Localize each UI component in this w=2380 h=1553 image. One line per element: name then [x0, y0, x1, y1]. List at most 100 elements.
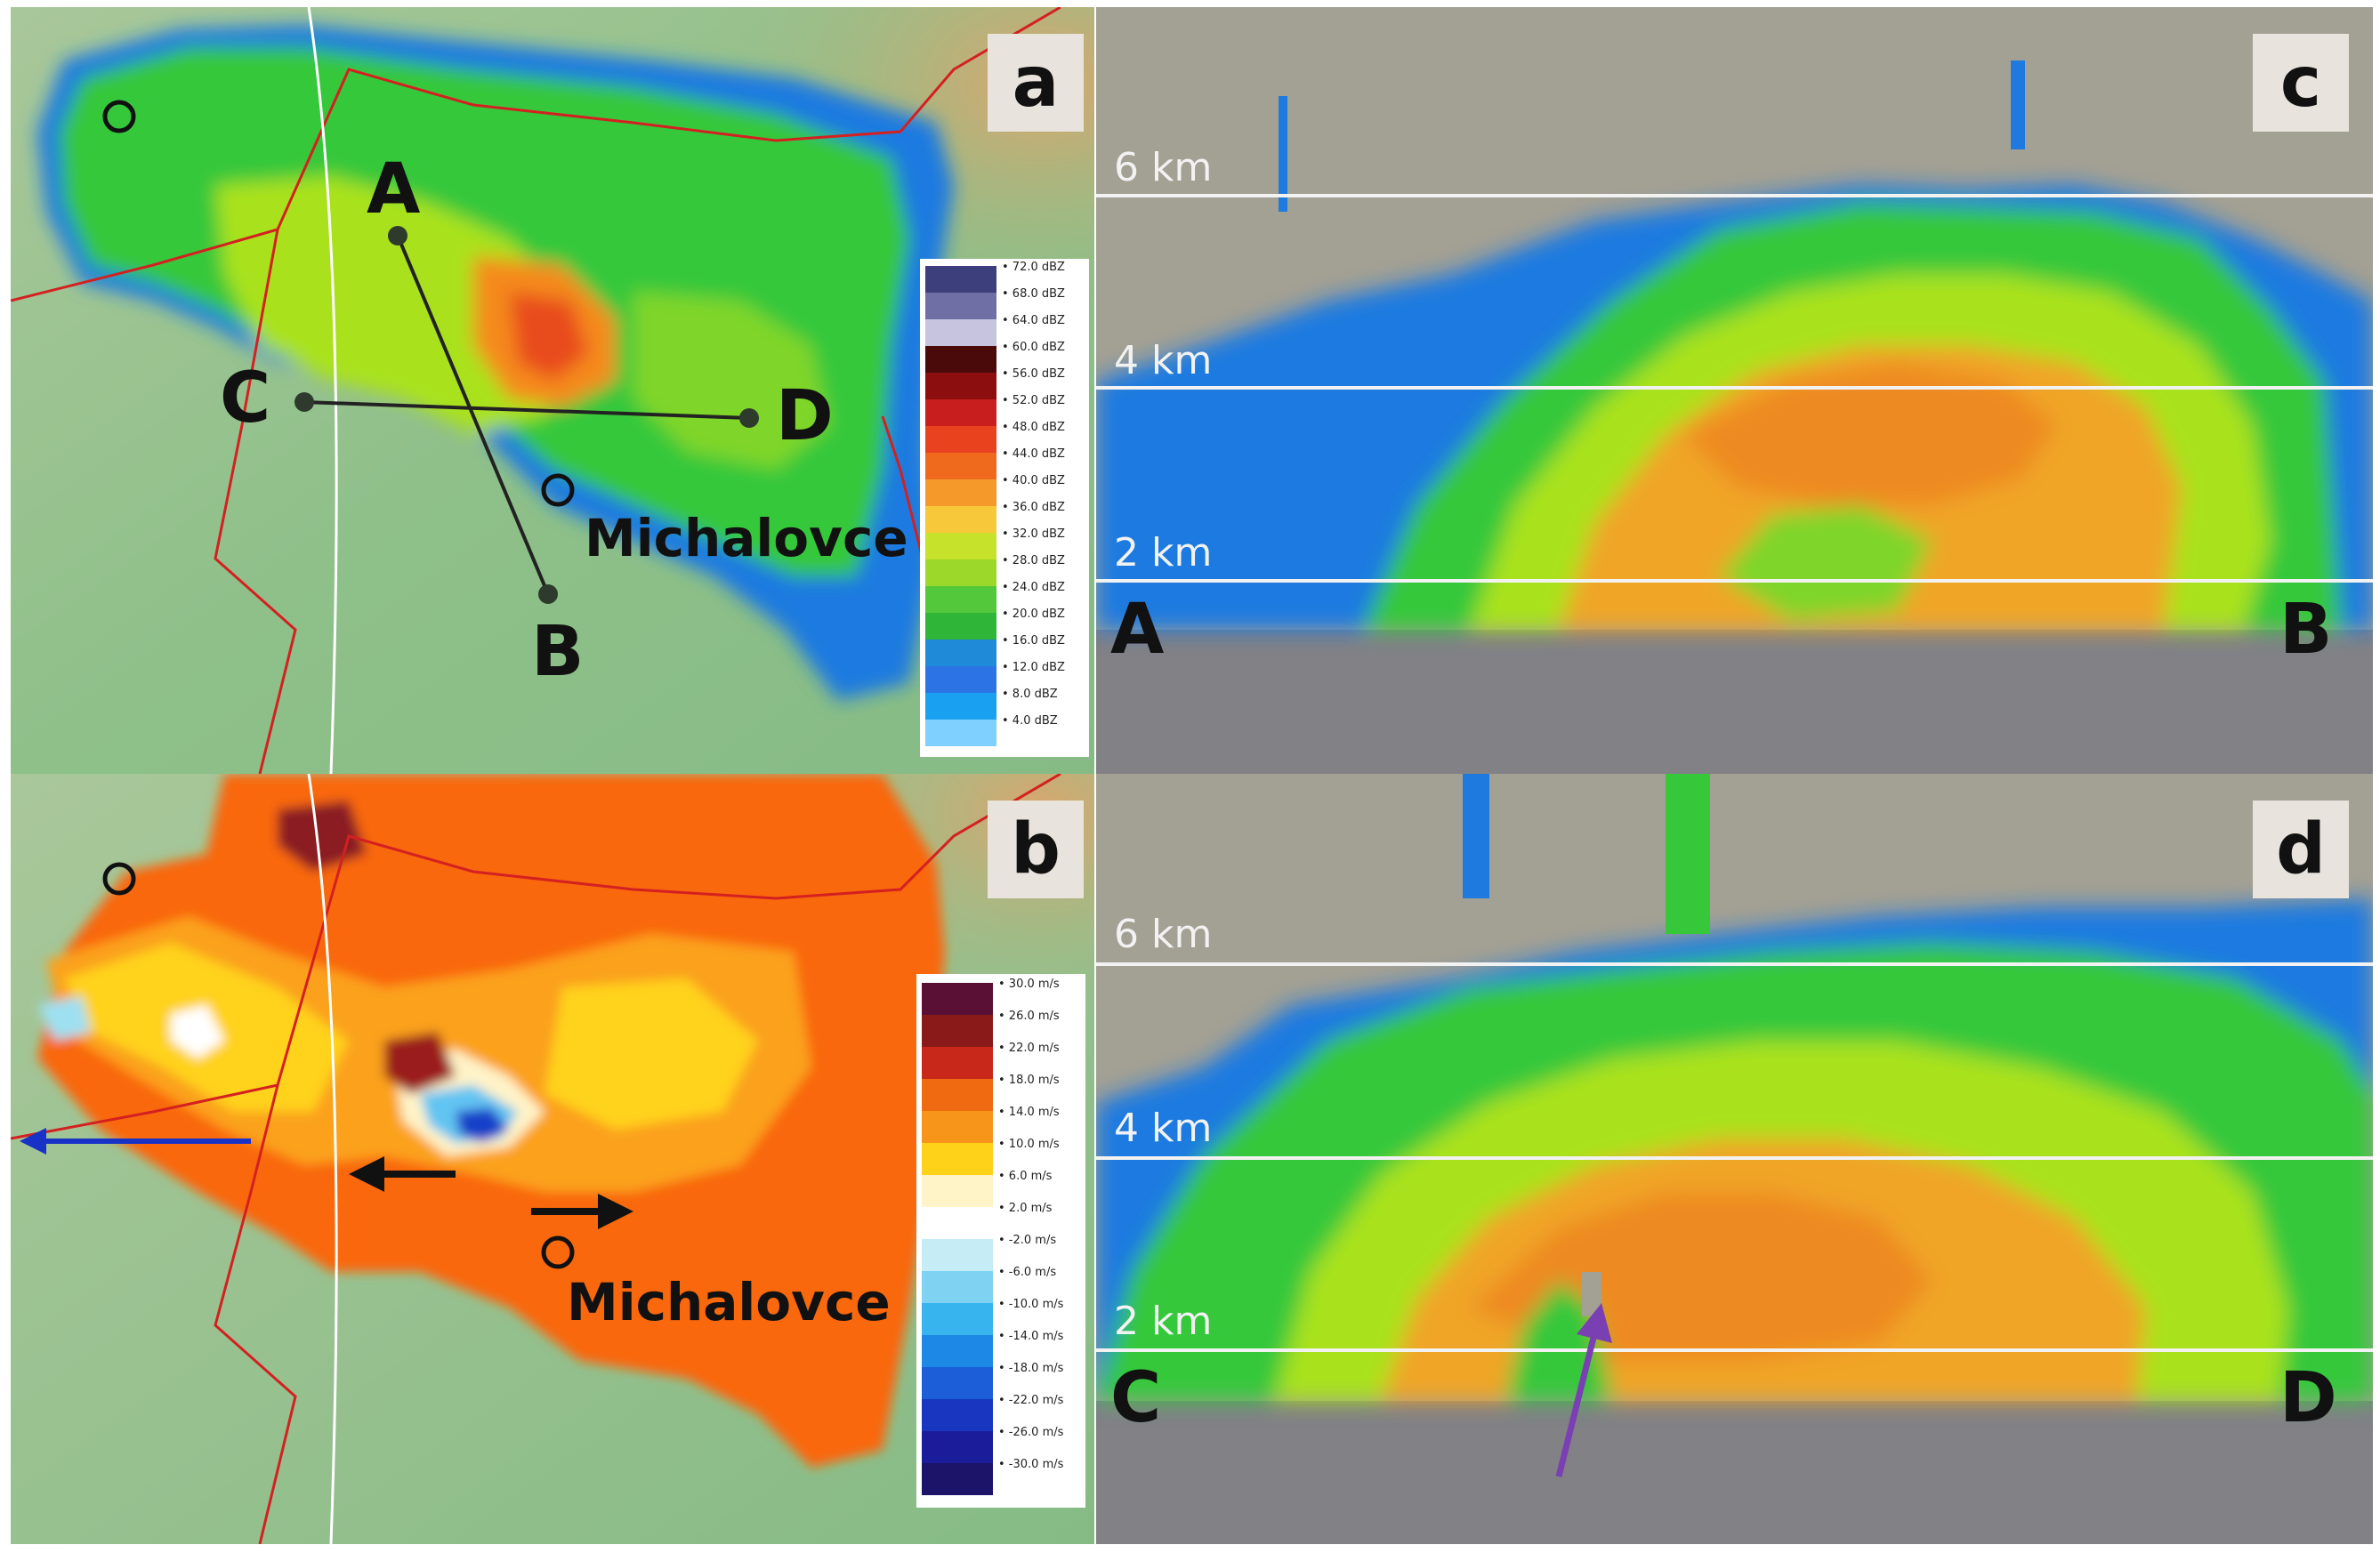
colorbar-tick-label: • 18.0 m/s — [998, 1074, 1060, 1087]
colorbar-tick-label: • 20.0 dBZ — [1002, 608, 1065, 621]
height-label-6km: 6 km — [1114, 912, 1213, 957]
height-label-4km: 4 km — [1114, 338, 1213, 383]
point-b-marker — [538, 584, 558, 604]
colorbar-tick-label: • 48.0 dBZ — [1002, 421, 1065, 434]
point-d-marker — [739, 408, 759, 428]
panel-b-label: b — [1011, 809, 1061, 889]
reflectivity-map-graphic: • 72.0 dBZ • 68.0 dBZ • 64.0 dBZ • 60.0 dBZ… — [11, 7, 1094, 774]
panel-a-reflectivity-map: • 72.0 dBZ • 68.0 dBZ • 64.0 dBZ • 60.0 dBZ… — [11, 7, 1094, 774]
colorbar-tick-label: • 68.0 dBZ — [1002, 287, 1065, 301]
velocity-map-graphic: • 30.0 m/s • 26.0 m/s • 22.0 m/s • 18.0 m/s… — [11, 774, 1094, 1544]
colorbar-tick-label: • -6.0 m/s — [998, 1266, 1056, 1279]
colorbar-swatch — [925, 559, 996, 586]
reflectivity-gap — [1582, 1272, 1601, 1316]
panel-c-label-box — [2253, 34, 2349, 132]
colorbar-swatch — [922, 1111, 993, 1143]
border-line — [11, 774, 1061, 1140]
section-end-label-b: B — [2279, 590, 2333, 670]
reflectivity-section — [1096, 185, 2373, 630]
height-label-2km: 2 km — [1114, 530, 1213, 575]
colorbar-tick-label: • -26.0 m/s — [998, 1426, 1064, 1439]
panel-b-velocity-map: • 30.0 m/s • 26.0 m/s • 22.0 m/s • 18.0 m/s… — [11, 774, 1094, 1544]
colorbar-tick-label: • 52.0 dBZ — [1002, 394, 1065, 407]
ground-strip — [1096, 1401, 2373, 1544]
colorbar-swatch — [922, 1239, 993, 1271]
colorbar-tick-label: • 32.0 dBZ — [1002, 527, 1065, 541]
reflectivity-colorbar: • 72.0 dBZ • 68.0 dBZ • 64.0 dBZ • 60.0 dBZ… — [920, 259, 1089, 757]
height-label-6km: 6 km — [1114, 145, 1213, 190]
echo-spike — [1666, 774, 1710, 934]
echo-spike — [1463, 774, 1489, 898]
town-marker — [102, 862, 136, 896]
colorbar-swatch — [925, 346, 996, 373]
colorbar-swatch — [922, 1271, 993, 1303]
point-a-marker — [388, 226, 407, 245]
colorbar-swatch — [925, 319, 996, 346]
radar-range-ring — [307, 774, 338, 1544]
colorbar-tick-label: • 12.0 dBZ — [1002, 661, 1065, 674]
colorbar-tick-label: • 4.0 dBZ — [1002, 714, 1058, 728]
purple-arrow — [1555, 1333, 1598, 1477]
colorbar-swatch — [922, 1367, 993, 1399]
cross-section-cd-graphic — [1096, 774, 2373, 1544]
border-line — [11, 7, 1061, 302]
section-end-label-d: D — [2279, 1358, 2337, 1438]
panel-b-label-box — [988, 801, 1084, 898]
colorbar-tick-label: • 6.0 m/s — [998, 1170, 1053, 1183]
colorbar-tick-label: • 26.0 m/s — [998, 1010, 1060, 1023]
colorbar-swatch — [925, 453, 996, 479]
colorbar-swatch — [922, 1207, 993, 1239]
colorbar-tick-label: • 2.0 m/s — [998, 1202, 1053, 1215]
colorbar-swatch — [922, 1463, 993, 1495]
panel-d-label-box — [2253, 801, 2349, 898]
colorbar-tick-label: • 72.0 dBZ — [1002, 261, 1065, 274]
town-marker — [102, 100, 136, 133]
section-start-label-c: C — [1110, 1358, 1162, 1438]
point-c-label: C — [220, 358, 271, 439]
colorbar-swatch — [925, 586, 996, 613]
colorbar-tick-label: • -10.0 m/s — [998, 1298, 1064, 1311]
colorbar-tick-label: • 16.0 dBZ — [1002, 634, 1065, 648]
radar-range-ring — [307, 7, 338, 774]
colorbar-swatch — [922, 1079, 993, 1111]
colorbar-swatch — [925, 720, 996, 746]
colorbar-swatch — [922, 1335, 993, 1367]
colorbar-tick-label: • -22.0 m/s — [998, 1394, 1064, 1407]
colorbar-swatch — [925, 693, 996, 720]
colorbar-tick-label: • 30.0 m/s — [998, 978, 1060, 991]
colorbar-tick-label: • -30.0 m/s — [998, 1458, 1064, 1471]
city-label-michalovce: Michalovce — [567, 1272, 891, 1332]
colorbar-swatch — [925, 613, 996, 640]
colorbar-tick-label: • 40.0 dBZ — [1002, 474, 1065, 487]
panel-a-label-box — [988, 34, 1084, 132]
colorbar-tick-label: • -2.0 m/s — [998, 1234, 1056, 1247]
michalovce-marker — [541, 473, 575, 507]
colorbar-swatch — [922, 983, 993, 1015]
cross-section-ab-graphic — [1096, 34, 2373, 774]
reflectivity-echo — [37, 25, 954, 701]
colorbar-tick-label: • 22.0 m/s — [998, 1042, 1060, 1055]
panel-c-cross-section-ab: c 6 km 4 km 2 km A B — [1096, 7, 2373, 774]
height-label-4km: 4 km — [1114, 1106, 1213, 1151]
section-start-label-a: A — [1110, 590, 1165, 670]
colorbar-swatch — [922, 1143, 993, 1175]
blue-arrow-head — [20, 1128, 46, 1155]
colorbar-swatch — [922, 1431, 993, 1463]
colorbar-tick-label: • 28.0 dBZ — [1002, 554, 1065, 567]
height-label-2km: 2 km — [1114, 1299, 1213, 1344]
colorbar-swatch — [925, 506, 996, 533]
velocity-field — [37, 774, 945, 1468]
colorbar-swatch — [925, 533, 996, 559]
colorbar-tick-label: • 56.0 dBZ — [1002, 367, 1065, 381]
echo-spike — [2011, 60, 2025, 149]
point-b-label: B — [531, 612, 585, 692]
colorbar-swatch — [925, 373, 996, 399]
michalovce-marker — [541, 1235, 575, 1269]
colorbar-tick-label: • -14.0 m/s — [998, 1330, 1064, 1343]
city-label-michalovce: Michalovce — [585, 508, 908, 568]
colorbar-tick-label: • 60.0 dBZ — [1002, 341, 1065, 354]
colorbar-swatch — [922, 1047, 993, 1079]
panel-c-label: c — [2279, 43, 2322, 123]
echo-spike — [1279, 96, 1287, 212]
colorbar-swatch — [925, 640, 996, 666]
